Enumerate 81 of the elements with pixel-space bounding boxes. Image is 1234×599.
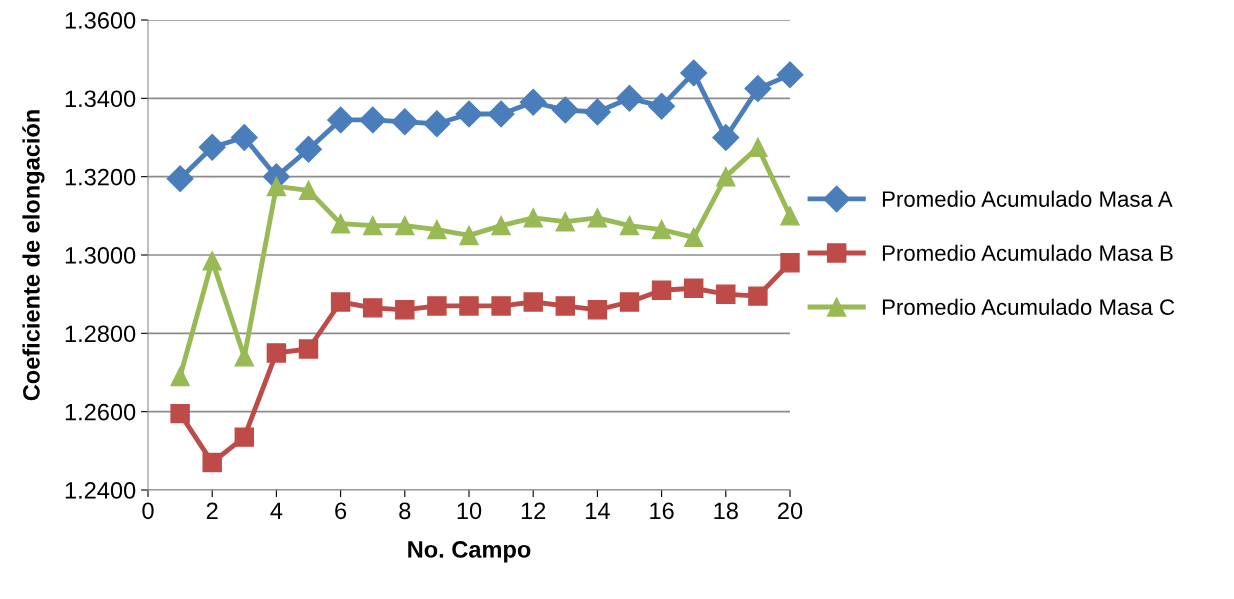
point	[427, 296, 447, 316]
point	[648, 92, 676, 120]
point	[362, 215, 383, 236]
point	[587, 300, 608, 320]
point	[295, 135, 322, 163]
y-tick-label: 1.3600	[65, 12, 136, 29]
legend-label: Promedio Acumulado Masa A	[882, 190, 1173, 207]
point	[359, 106, 387, 134]
point	[551, 96, 579, 124]
x-tick-label: 2	[206, 502, 218, 519]
legend-label: Promedio Acumulado Masa B	[882, 244, 1173, 261]
x-tick-label: 10	[457, 502, 482, 520]
point	[555, 296, 576, 316]
point	[683, 227, 704, 248]
point	[202, 251, 222, 271]
point	[619, 215, 640, 236]
x-tick-label: 8	[399, 502, 411, 520]
point	[683, 278, 704, 299]
point	[776, 61, 804, 89]
y-tick-label: 1.3400	[65, 90, 136, 108]
point	[616, 84, 643, 112]
y-tick-label: 1.2800	[65, 325, 136, 343]
point	[230, 124, 258, 151]
y-tick-label: 1.3000	[65, 247, 136, 264]
point	[587, 208, 608, 228]
point	[523, 208, 543, 228]
point	[651, 219, 672, 240]
point	[491, 215, 511, 236]
x-tick-label: 0	[142, 502, 154, 520]
x-tick-label: 20	[778, 502, 803, 520]
point	[455, 100, 483, 128]
point	[391, 108, 419, 136]
point	[780, 253, 800, 273]
point	[395, 215, 415, 236]
point	[362, 298, 383, 318]
x-tick-label: 18	[714, 502, 738, 520]
point	[459, 296, 479, 316]
point	[491, 296, 511, 316]
point	[423, 110, 451, 138]
point	[170, 366, 190, 387]
x-tick-label: 12	[521, 502, 546, 519]
point	[395, 300, 415, 320]
point	[523, 292, 543, 312]
point	[330, 292, 351, 312]
point	[266, 176, 287, 197]
point	[234, 427, 255, 447]
point	[748, 286, 768, 306]
y-tick-label: 1.2400	[65, 482, 136, 499]
point	[327, 106, 355, 134]
x-tick-label: 4	[270, 502, 283, 519]
point	[202, 452, 222, 473]
x-tick-label: 14	[586, 502, 610, 519]
x-axis-title: No. Campo	[408, 541, 531, 563]
point	[680, 59, 708, 87]
point	[716, 284, 736, 304]
point	[583, 98, 611, 126]
point	[651, 280, 672, 300]
y-tick-label: 1.3200	[65, 168, 136, 186]
point	[266, 343, 287, 363]
point	[780, 206, 800, 226]
point	[427, 219, 447, 240]
point	[716, 166, 736, 187]
point	[298, 180, 319, 201]
point	[459, 225, 479, 246]
point	[748, 137, 768, 158]
point	[487, 100, 515, 128]
y-axis-title: Coeficiente de elongación	[22, 110, 45, 401]
x-tick-label: 6	[335, 502, 347, 520]
x-tick-label: 16	[650, 502, 674, 520]
point	[744, 75, 772, 103]
point	[166, 165, 194, 193]
point	[712, 124, 740, 151]
point	[170, 403, 190, 424]
point	[298, 339, 319, 359]
point	[330, 213, 351, 234]
point	[519, 88, 547, 116]
point	[619, 292, 640, 312]
legend-label: Promedio Acumulado Masa C	[882, 298, 1175, 316]
point	[555, 211, 576, 232]
y-tick-label: 1.2600	[65, 403, 136, 421]
point	[198, 133, 226, 161]
